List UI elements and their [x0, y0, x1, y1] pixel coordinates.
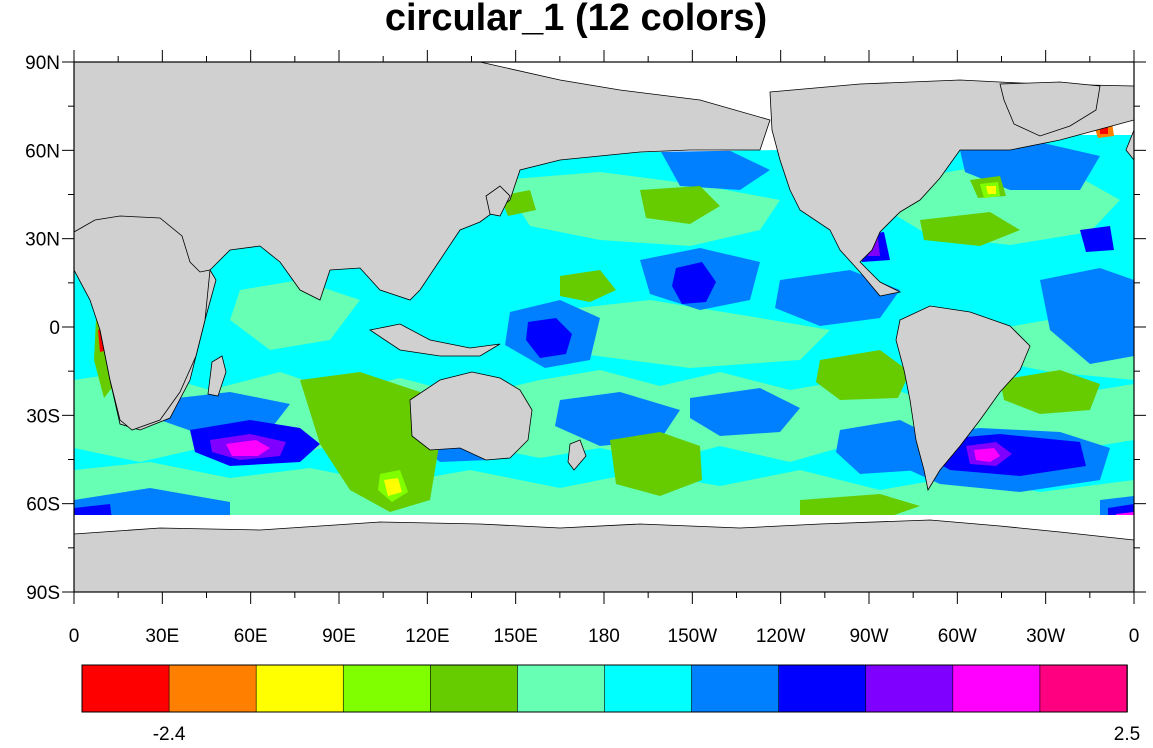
landmass-australia: [409, 371, 533, 461]
field-region: [775, 270, 900, 326]
field-region: [920, 212, 1020, 246]
land: [74, 62, 1134, 592]
colorbar-box: [342, 664, 432, 713]
field-region: [74, 488, 230, 520]
colorbar-box: [430, 664, 519, 713]
colorbar-box: [604, 664, 693, 713]
lat-tick-label: 30S: [26, 406, 60, 427]
chart-title: circular_1 (12 colors): [385, 0, 767, 39]
lon-tick-label: 120W: [756, 626, 806, 647]
colorbar-box: [168, 664, 257, 713]
field-region: [1040, 268, 1134, 364]
lon-tick-label: 150W: [668, 626, 718, 647]
landmass-uk: [1125, 129, 1134, 161]
lat-tick-label: 90N: [25, 53, 60, 74]
colorbar-box: [865, 664, 954, 713]
field-region: [560, 270, 616, 302]
lon-tick-label: 30E: [145, 626, 179, 647]
colorbar: -2.4 2.5: [81, 664, 1140, 745]
field-region: [974, 448, 1000, 462]
landmass-africa-east: [74, 215, 211, 431]
field-region: [526, 318, 572, 358]
lat-tick-label: 30N: [25, 230, 60, 251]
colorbar-label: 2.5: [1114, 724, 1140, 743]
field-region: [640, 186, 720, 224]
landmass-antarctica: [74, 519, 1134, 592]
field-region: [690, 388, 800, 436]
colorbar-box: [952, 664, 1041, 713]
landmass-greenland: [999, 81, 1101, 137]
lon-tick-label: 120E: [405, 626, 449, 647]
colorbar-label: -2.4: [153, 724, 186, 743]
colorbar-box: [517, 664, 606, 713]
landmass-japan: [485, 185, 511, 217]
anomaly-field: [74, 112, 1134, 550]
field-region: [1000, 370, 1100, 414]
landmass-south-america: [895, 305, 1031, 492]
lat-tick-label: 60N: [25, 141, 60, 162]
lon-tick-label: 180: [588, 626, 620, 647]
lon-tick-label: 60W: [938, 626, 977, 647]
field-region: [672, 262, 716, 304]
lon-tick-label: 90E: [322, 626, 356, 647]
field-region: [555, 392, 680, 446]
lat-tick-label: 90S: [26, 583, 60, 604]
field-region: [610, 432, 702, 496]
lon-tick-label: 30W: [1026, 626, 1065, 647]
lon-tick-label: 0: [69, 626, 80, 647]
field-region: [226, 440, 270, 456]
field-region: [986, 186, 996, 194]
colorbar-box: [81, 664, 170, 713]
colorbar-box: [1039, 664, 1128, 713]
lon-tick-label: 60E: [234, 626, 268, 647]
map-plot: [74, 62, 1134, 592]
field-region: [816, 350, 910, 400]
field-region: [230, 280, 360, 350]
lon-tick-label: 0: [1129, 626, 1140, 647]
colorbar-box: [691, 664, 780, 713]
colorbar-frame: [81, 664, 1128, 713]
field-region: [560, 300, 830, 368]
lat-tick-label: 60S: [26, 495, 60, 516]
landmass-madagascar: [207, 355, 227, 397]
lon-tick-label: 90W: [849, 626, 888, 647]
colorbar-box: [255, 664, 345, 713]
field-region: [384, 478, 402, 496]
field-region: [660, 146, 770, 190]
field-region: [300, 372, 440, 512]
map-axes: 90N 60N 30N 0 30S 60S 90S 0 30E 60E 90E 120E 150E 180…: [25, 50, 1146, 647]
landmass-new-zealand: [567, 439, 587, 471]
lat-tick-label: 0: [49, 318, 60, 339]
field-region: [500, 172, 780, 246]
colorbar-box: [778, 664, 867, 713]
field-region: [1080, 226, 1114, 252]
landmass-indonesia: [368, 323, 501, 357]
field-region: [800, 494, 920, 520]
lon-tick-label: 150E: [493, 626, 537, 647]
